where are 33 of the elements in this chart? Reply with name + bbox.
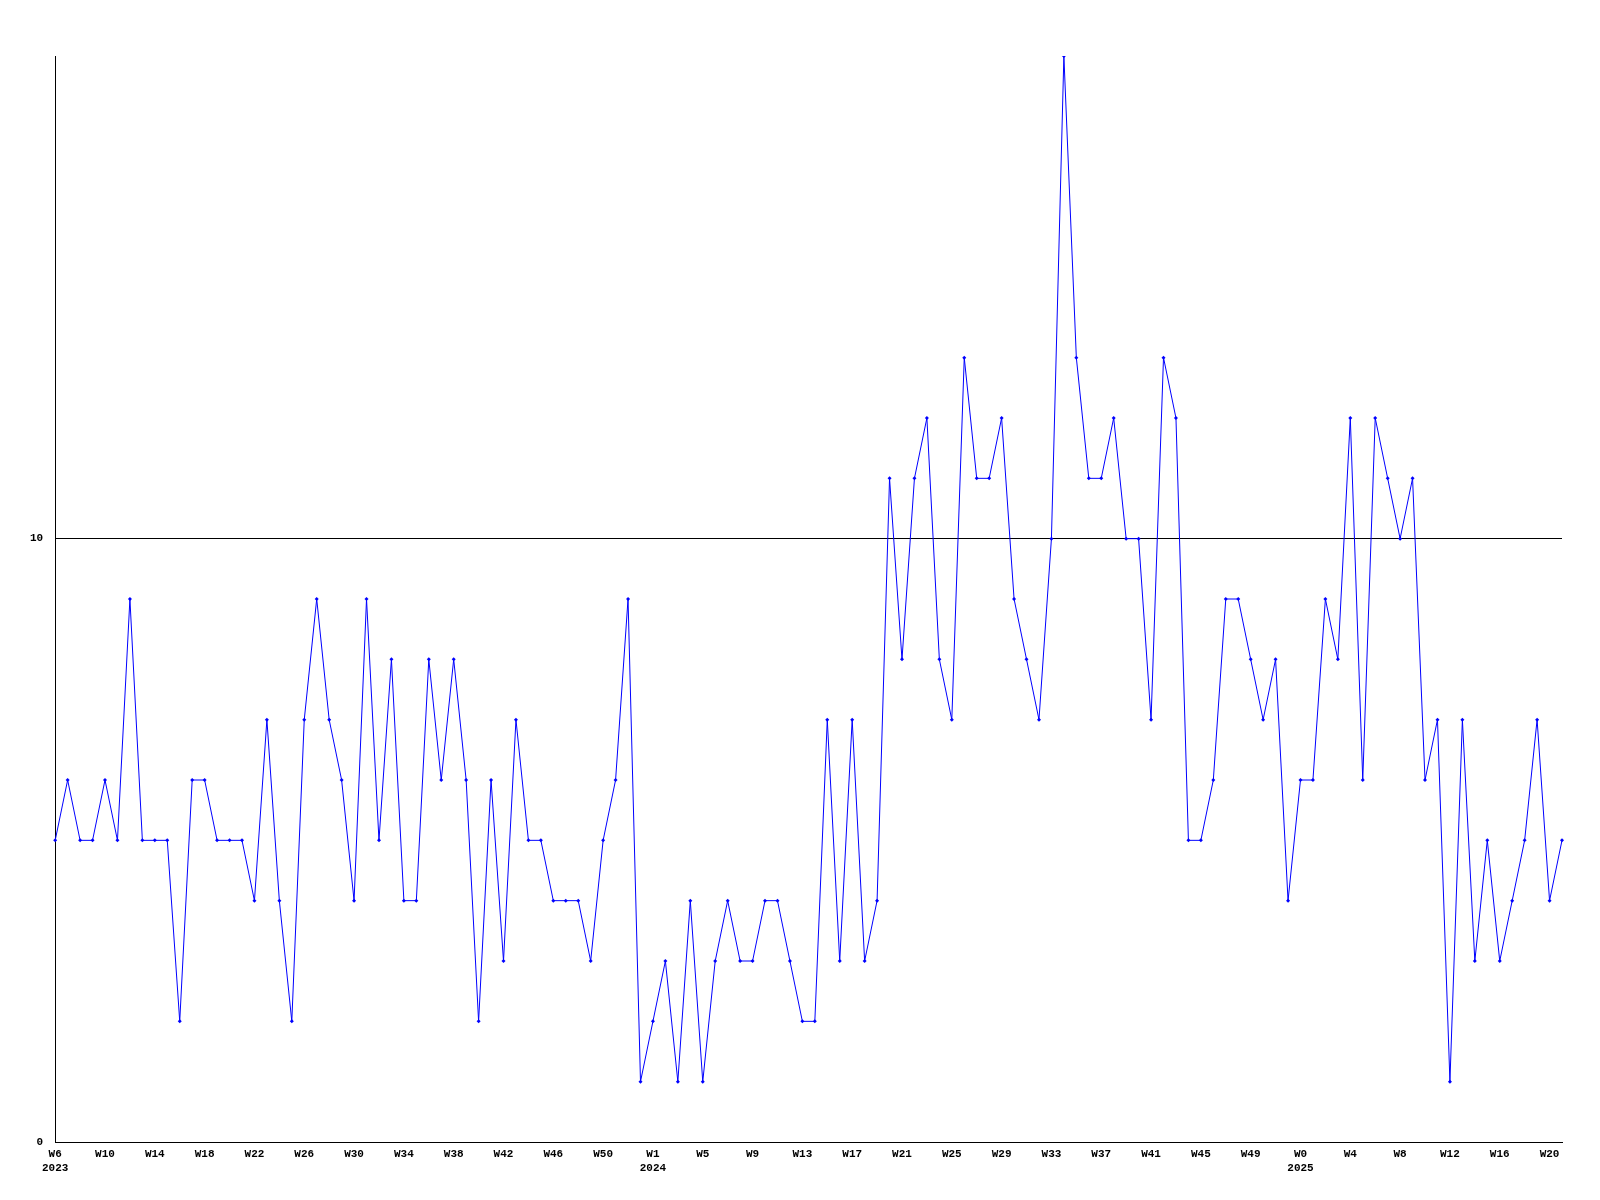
x-tick-label: W30 [344, 1148, 364, 1161]
x-tick-label: W1 2024 [639, 1148, 667, 1174]
x-tick-label: W4 [1343, 1148, 1358, 1161]
x-tick-label: W6 2023 [42, 1148, 69, 1174]
x-tick-label: W37 [1091, 1148, 1112, 1161]
x-tick-label: W16 [1489, 1148, 1510, 1161]
x-tick-label: W41 [1141, 1148, 1162, 1161]
x-tick-label: W20 [1539, 1148, 1560, 1161]
x-tick-label: W18 [194, 1148, 215, 1161]
x-tick-label: W45 [1190, 1148, 1212, 1161]
x-tick-label: W29 [991, 1148, 1012, 1161]
x-tick-label: W17 [842, 1148, 863, 1161]
x-tick-label: W34 [393, 1148, 415, 1161]
x-tick-label: W12 [1440, 1148, 1460, 1161]
x-tick-label: W8 [1393, 1148, 1408, 1161]
x-tick-label: W46 [543, 1148, 564, 1161]
x-tick-label: W49 [1240, 1148, 1261, 1161]
x-tick-label: W33 [1041, 1148, 1062, 1161]
x-tick-label: W26 [294, 1148, 315, 1161]
x-tick-label: W9 [745, 1148, 760, 1161]
x-tick-label: W42 [493, 1148, 514, 1161]
y-tick-label: 0 [36, 1135, 44, 1148]
x-tick-label: W25 [941, 1148, 963, 1161]
x-tick-label: W21 [892, 1148, 913, 1161]
x-tick-label: W5 [696, 1148, 710, 1161]
x-tick-label: W0 2025 [1287, 1148, 1315, 1174]
x-tick-label: W22 [244, 1148, 265, 1161]
y-tick-label: 10 [30, 532, 44, 545]
x-tick-label: W10 [95, 1148, 115, 1161]
x-tick-label: W14 [144, 1148, 166, 1161]
x-tick-label: W13 [792, 1148, 813, 1161]
x-tick-label: W38 [443, 1148, 464, 1161]
x-tick-label: W50 [593, 1148, 614, 1161]
